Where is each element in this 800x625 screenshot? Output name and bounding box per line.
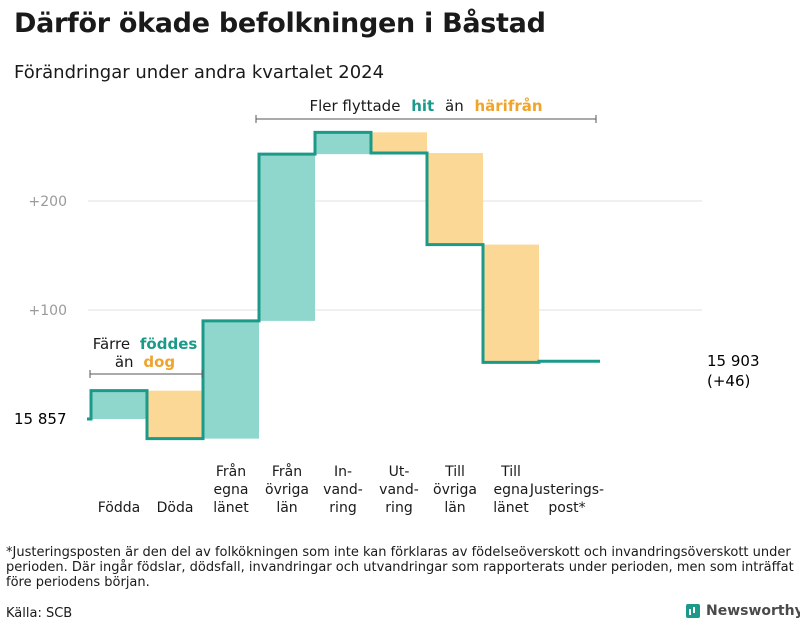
svg-text:Färre föddes: Färre föddes bbox=[93, 335, 198, 353]
annotation-top: Fler flyttade hit än härifrån bbox=[255, 97, 597, 123]
end-change-label: (+46) bbox=[707, 372, 750, 390]
cumulative-step-line bbox=[87, 130, 600, 441]
annotation-top-harifran: härifrån bbox=[474, 97, 542, 115]
annotation-top-hit: hit bbox=[411, 97, 434, 115]
annotation-left-dog: dog bbox=[143, 353, 175, 371]
svg-text:än dog: än dog bbox=[115, 353, 175, 371]
category-label: vand- bbox=[379, 482, 419, 498]
category-label: Justerings- bbox=[529, 482, 604, 498]
category-label: ring bbox=[385, 500, 412, 516]
annotation-top-pre: Fler flyttade bbox=[309, 97, 400, 115]
waterfall-bar bbox=[203, 320, 259, 439]
category-label: Födda bbox=[98, 500, 140, 516]
waterfall-bar bbox=[315, 132, 371, 155]
category-label: länet bbox=[213, 500, 249, 516]
brand-name: Newsworthy bbox=[706, 603, 800, 619]
end-value-label: 15 903 bbox=[707, 352, 760, 370]
waterfall-bar bbox=[371, 132, 427, 154]
category-label: egna bbox=[214, 482, 249, 498]
chart-subtitle: Förändringar under andra kvartalet 2024 bbox=[14, 62, 385, 83]
waterfall-bar bbox=[147, 390, 203, 439]
svg-text:Fler flyttade hit: Fler flyttade hit än härifrån bbox=[309, 97, 542, 115]
waterfall-bar bbox=[259, 154, 315, 321]
category-label: Till bbox=[500, 464, 521, 480]
waterfall-bar bbox=[91, 390, 147, 419]
annotation-left-line1: Färre bbox=[93, 335, 130, 353]
category-label: vand- bbox=[323, 482, 363, 498]
category-label: Ut- bbox=[389, 464, 410, 480]
annotation-left-foddes: föddes bbox=[140, 335, 197, 353]
annotation-top-mid: än bbox=[445, 97, 464, 115]
waterfall-chart: +100 +200 Födda Döda Från egna länet Från övrig… bbox=[14, 97, 760, 516]
category-label: Till bbox=[444, 464, 465, 480]
category-label: länet bbox=[493, 500, 529, 516]
source: Källa: SCB bbox=[6, 606, 73, 621]
category-label: övriga bbox=[433, 482, 477, 498]
category-label: Döda bbox=[157, 500, 194, 516]
annotation-left: Färre föddes än dog bbox=[89, 335, 203, 378]
y-tick-label: +200 bbox=[29, 194, 67, 210]
brand-logo: Newsworthy bbox=[686, 603, 800, 619]
category-label: övriga bbox=[265, 482, 309, 498]
footnote: *Justeringsposten är den del av folkökni… bbox=[6, 545, 794, 590]
category-label: län bbox=[444, 500, 465, 516]
y-tick-label: +100 bbox=[29, 303, 67, 319]
start-value-label: 15 857 bbox=[14, 410, 67, 428]
category-label: In- bbox=[334, 464, 352, 480]
annotation-left-line2: än bbox=[115, 353, 134, 371]
category-label: Från bbox=[272, 463, 302, 480]
category-label: län bbox=[276, 500, 297, 516]
category-label: post* bbox=[548, 500, 585, 516]
waterfall-bar bbox=[483, 244, 539, 363]
category-label: ring bbox=[329, 500, 356, 516]
category-label: egna bbox=[494, 482, 529, 498]
chart-title: Därför ökade befolkningen i Båstad bbox=[14, 8, 546, 39]
category-label: Från bbox=[216, 463, 246, 480]
newsworthy-icon bbox=[686, 604, 700, 618]
waterfall-bar bbox=[427, 153, 483, 245]
